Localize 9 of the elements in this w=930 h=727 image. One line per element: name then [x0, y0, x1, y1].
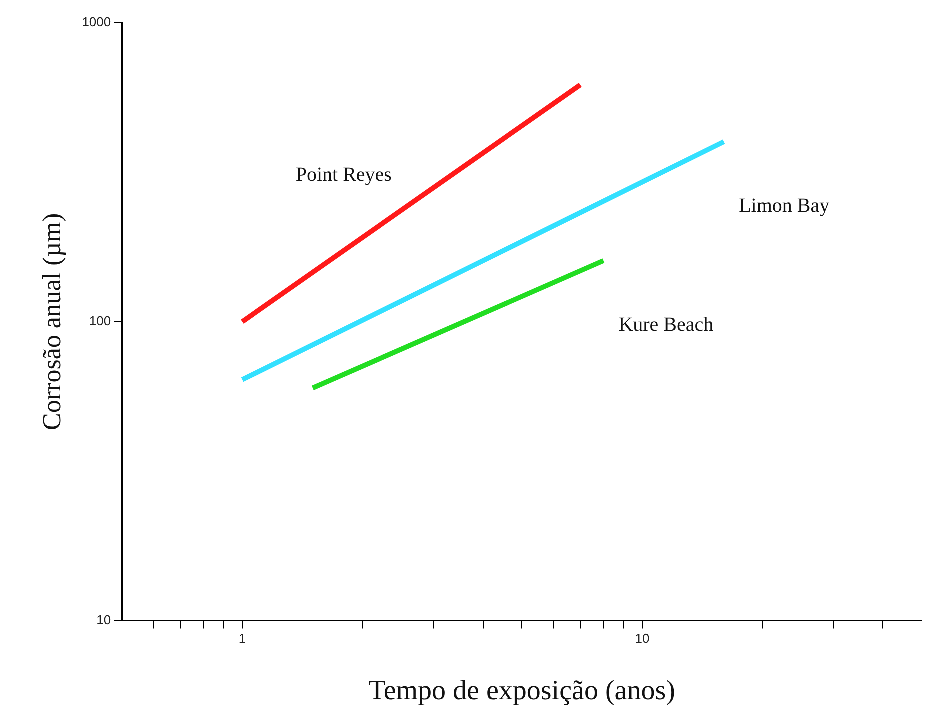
text: Limon Bay — [739, 194, 830, 217]
y-tick-label: 1000 — [82, 14, 112, 30]
y-tick-label: 100 — [89, 313, 112, 328]
y-tick-label: 10 — [96, 612, 112, 628]
x-tick-label: 1 — [238, 631, 246, 646]
text: Kure Beach — [618, 314, 714, 336]
series-label: Point Reyes — [296, 164, 392, 186]
y-axis-title: Corrosão anual (µm) — [37, 213, 66, 430]
x-axis-title: Tempo de exposição (anos) — [368, 676, 676, 707]
